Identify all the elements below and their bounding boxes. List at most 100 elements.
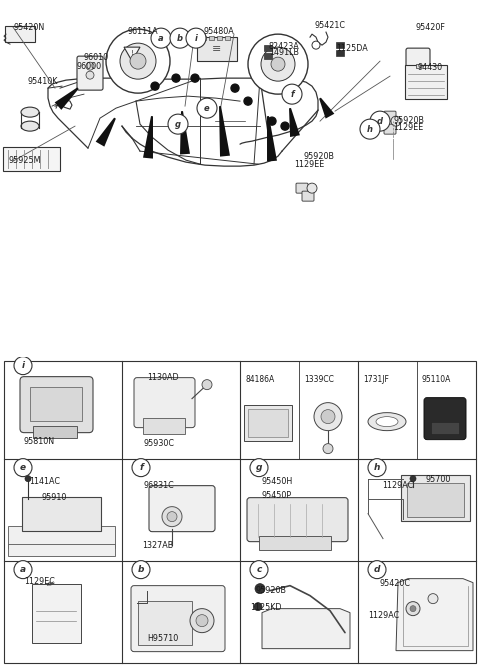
FancyBboxPatch shape	[302, 191, 314, 201]
Text: d: d	[377, 117, 383, 125]
FancyBboxPatch shape	[131, 586, 225, 652]
Ellipse shape	[368, 413, 406, 431]
Polygon shape	[267, 116, 277, 162]
Text: ≡: ≡	[212, 44, 222, 54]
Text: 1129EE: 1129EE	[394, 123, 424, 132]
Text: 95480A: 95480A	[204, 27, 235, 36]
Text: 1125DA: 1125DA	[336, 44, 368, 53]
Text: 95450P: 95450P	[262, 491, 292, 500]
Ellipse shape	[21, 121, 39, 131]
Circle shape	[14, 357, 32, 374]
Text: 95920B: 95920B	[303, 152, 335, 162]
Text: 1129AC: 1129AC	[368, 611, 399, 619]
Text: H95710: H95710	[147, 633, 178, 643]
Text: 96010: 96010	[84, 53, 109, 62]
Polygon shape	[180, 111, 190, 154]
Circle shape	[132, 459, 150, 476]
Circle shape	[25, 476, 31, 482]
Text: 95110A: 95110A	[422, 374, 451, 384]
Text: 1125KD: 1125KD	[250, 603, 281, 612]
Circle shape	[244, 97, 252, 105]
FancyBboxPatch shape	[20, 376, 93, 433]
Circle shape	[255, 584, 265, 594]
FancyBboxPatch shape	[201, 36, 206, 40]
Text: b: b	[177, 34, 183, 43]
Text: 1130AD: 1130AD	[147, 372, 179, 382]
Text: 95420N: 95420N	[13, 23, 45, 32]
Circle shape	[86, 71, 94, 79]
Circle shape	[231, 84, 239, 92]
Polygon shape	[55, 87, 79, 110]
Circle shape	[360, 119, 380, 139]
Circle shape	[167, 512, 177, 521]
Text: 96000: 96000	[77, 62, 102, 71]
Text: a: a	[158, 34, 164, 43]
Circle shape	[130, 53, 146, 69]
Circle shape	[261, 47, 295, 81]
Circle shape	[410, 606, 416, 612]
FancyBboxPatch shape	[138, 601, 192, 645]
FancyBboxPatch shape	[406, 48, 430, 68]
FancyBboxPatch shape	[384, 111, 396, 121]
FancyBboxPatch shape	[8, 525, 115, 548]
FancyBboxPatch shape	[407, 482, 464, 517]
FancyBboxPatch shape	[217, 36, 222, 40]
Text: f: f	[139, 463, 143, 472]
Polygon shape	[143, 116, 153, 158]
Text: 95410K: 95410K	[28, 77, 58, 87]
Text: b: b	[138, 565, 144, 574]
Polygon shape	[262, 609, 350, 649]
FancyBboxPatch shape	[143, 417, 185, 433]
Ellipse shape	[376, 417, 398, 427]
FancyBboxPatch shape	[264, 45, 272, 51]
Circle shape	[202, 380, 212, 390]
FancyBboxPatch shape	[134, 378, 195, 427]
Circle shape	[132, 561, 150, 578]
Circle shape	[368, 561, 386, 578]
Circle shape	[151, 28, 171, 48]
Circle shape	[191, 74, 199, 82]
Text: c: c	[256, 565, 262, 574]
FancyBboxPatch shape	[22, 497, 101, 531]
Circle shape	[197, 98, 217, 118]
Text: 1141AC: 1141AC	[29, 476, 60, 486]
Circle shape	[248, 34, 308, 94]
FancyBboxPatch shape	[3, 147, 60, 171]
FancyBboxPatch shape	[264, 53, 272, 59]
FancyBboxPatch shape	[247, 498, 348, 541]
Text: 95920B: 95920B	[394, 116, 425, 125]
FancyBboxPatch shape	[209, 36, 214, 40]
Text: h: h	[367, 125, 373, 134]
Text: 95810N: 95810N	[24, 437, 55, 446]
FancyBboxPatch shape	[405, 65, 447, 99]
Circle shape	[271, 57, 285, 71]
Circle shape	[120, 43, 156, 79]
Circle shape	[307, 183, 317, 193]
Text: f: f	[290, 90, 294, 99]
Text: h: h	[374, 463, 380, 472]
Text: 95930C: 95930C	[144, 439, 175, 448]
Text: g: g	[175, 119, 181, 129]
Circle shape	[370, 111, 390, 131]
FancyBboxPatch shape	[149, 486, 215, 531]
Text: 95420F: 95420F	[415, 23, 445, 32]
Text: 95910: 95910	[42, 493, 67, 502]
Text: a: a	[20, 565, 26, 574]
Circle shape	[428, 594, 438, 604]
FancyBboxPatch shape	[336, 42, 344, 48]
FancyBboxPatch shape	[336, 50, 344, 56]
Circle shape	[391, 116, 401, 126]
Circle shape	[314, 403, 342, 431]
Text: 84186A: 84186A	[245, 374, 274, 384]
Polygon shape	[96, 117, 116, 147]
Polygon shape	[319, 98, 335, 119]
Circle shape	[14, 459, 32, 476]
Circle shape	[368, 459, 386, 476]
Circle shape	[162, 507, 182, 527]
Circle shape	[281, 122, 289, 130]
Text: 95920B: 95920B	[256, 586, 287, 595]
Text: 1129EE: 1129EE	[294, 160, 324, 169]
FancyBboxPatch shape	[296, 183, 308, 193]
Text: i: i	[194, 34, 197, 43]
FancyBboxPatch shape	[197, 37, 237, 61]
